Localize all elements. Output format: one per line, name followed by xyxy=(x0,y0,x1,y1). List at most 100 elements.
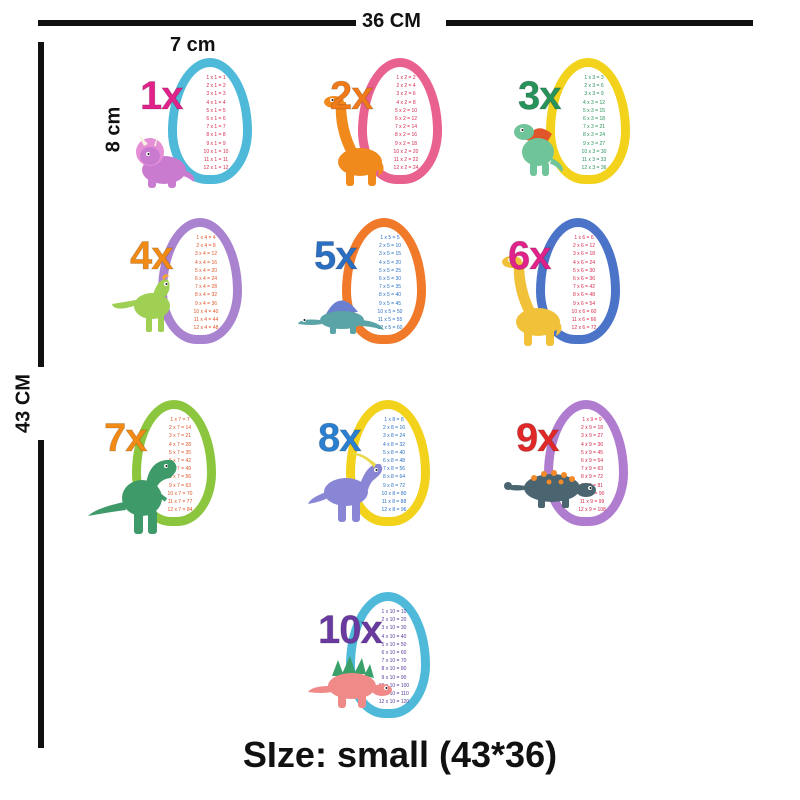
multiplication-line: 6 x 4 = 24 xyxy=(194,276,218,283)
multiplication-line: 9 x 1 = 9 xyxy=(206,140,226,147)
multiplication-line: 2 x 5 = 10 xyxy=(378,243,402,250)
egg-frame xyxy=(544,400,628,526)
multiplication-line: 4 x 5 = 20 xyxy=(378,259,402,266)
multiplication-line: 3 x 8 = 24 xyxy=(382,433,406,440)
multiplication-line: 5 x 10 = 50 xyxy=(381,641,407,648)
multiplication-line: 2 x 9 = 18 xyxy=(580,425,604,432)
multiplication-line: 3 x 1 = 3 xyxy=(206,91,226,98)
multiplication-line: 12 x 8 = 96 xyxy=(381,507,407,514)
multiplication-line: 1 x 1 = 1 xyxy=(206,75,226,81)
times-number: 6x xyxy=(508,234,552,279)
multiplication-line: 7 x 3 = 21 xyxy=(582,124,606,131)
multiplication-line: 8 x 3 = 24 xyxy=(582,132,606,139)
width-dimension-bar-right xyxy=(446,20,753,26)
multiplication-line: 7 x 4 = 28 xyxy=(194,284,218,291)
multiplication-line: 10 x 8 = 80 xyxy=(381,490,407,497)
egg-frame xyxy=(546,58,630,184)
multiplication-line: 9 x 10 = 90 xyxy=(381,674,407,681)
multiplication-line: 12 x 3 = 36 xyxy=(581,165,607,172)
multiplication-line: 8 x 5 = 40 xyxy=(378,292,402,299)
multiplication-line: 9 x 2 = 18 xyxy=(394,140,418,147)
multiplication-line: 4 x 3 = 12 xyxy=(582,99,606,106)
multiplication-line: 7 x 5 = 35 xyxy=(378,284,402,291)
triceratops-icon xyxy=(128,130,198,195)
times-number: 7x xyxy=(104,416,148,461)
multiplication-line: 4 x 6 = 24 xyxy=(572,259,596,266)
multiplication-line: 8 x 7 = 56 xyxy=(168,474,192,481)
multiplication-line: 3 x 6 = 18 xyxy=(572,251,596,258)
multiplication-line: 4 x 8 = 32 xyxy=(382,441,406,448)
multiplication-line: 7 x 10 = 70 xyxy=(381,658,407,665)
times-table-card-7: 1 x 7 = 7 2 x 7 = 14 3 x 7 = 21 4 x 7 = 28 5… xyxy=(88,400,252,550)
multiplication-line: 11 x 1 = 11 xyxy=(203,157,229,164)
multiplication-line: 2 x 8 = 16 xyxy=(382,425,406,432)
times-table-card-9: 1 x 9 = 9 2 x 9 = 18 3 x 9 = 27 4 x 9 = 36 5… xyxy=(504,400,664,550)
multiplication-line: 11 x 2 = 22 xyxy=(393,157,419,164)
multiplication-line: 11 x 7 = 77 xyxy=(167,499,193,506)
multiplication-line: 5 x 1 = 5 xyxy=(206,107,226,114)
multiplication-line: 2 x 2 = 4 xyxy=(396,83,416,90)
multiplication-line: 1 x 8 = 8 xyxy=(384,417,404,423)
width-dimension-bar-left xyxy=(38,20,356,26)
multiplication-line: 10 x 5 = 50 xyxy=(377,308,403,315)
brachiosaurus-icon xyxy=(496,250,566,355)
multiplication-line: 2 x 3 = 6 xyxy=(584,83,604,90)
multiplication-line: 12 x 7 = 84 xyxy=(167,507,193,514)
times-number: 4x xyxy=(130,234,174,279)
multiplication-line: 1 x 2 = 2 xyxy=(396,75,416,81)
dilophosaurus-icon xyxy=(110,268,190,343)
trex-icon xyxy=(86,450,186,545)
multiplication-line: 8 x 4 = 32 xyxy=(194,292,218,299)
multiplication-line: 1 x 7 = 7 xyxy=(170,417,190,423)
multiplication-line: 3 x 9 = 27 xyxy=(580,433,604,440)
multiplication-line: 7 x 2 = 14 xyxy=(394,124,418,131)
multiplication-line: 9 x 4 = 36 xyxy=(194,300,218,307)
card-width-label: 7 cm xyxy=(170,34,216,56)
multiplication-line: 10 x 6 = 60 xyxy=(571,308,597,315)
stegosaurus-icon xyxy=(306,652,396,717)
multiplication-line: 2 x 6 = 12 xyxy=(572,243,596,250)
multiplication-line: 5 x 9 = 45 xyxy=(580,449,604,456)
multiplication-line: 11 x 3 = 33 xyxy=(581,157,607,164)
multiplication-line: 1 x 5 = 5 xyxy=(380,235,400,241)
multiplication-line: 6 x 7 = 42 xyxy=(168,458,192,465)
size-caption: SIze: small (43*36) xyxy=(242,734,558,775)
multiplication-line: 6 x 9 = 54 xyxy=(580,458,604,465)
multiplication-line: 9 x 7 = 63 xyxy=(168,482,192,489)
multiplication-lines: 1 x 8 = 8 2 x 8 = 16 3 x 8 = 24 4 x 8 = 32 5… xyxy=(364,416,424,514)
multiplication-line: 1 x 3 = 3 xyxy=(584,75,604,81)
multiplication-line: 5 x 8 = 40 xyxy=(382,449,406,456)
multiplication-line: 12 x 1 = 12 xyxy=(203,165,229,172)
times-number: 5x xyxy=(314,234,358,279)
multiplication-line: 6 x 1 = 6 xyxy=(206,116,226,123)
multiplication-line: 2 x 7 = 14 xyxy=(168,425,192,432)
multiplication-line: 2 x 4 = 8 xyxy=(196,243,216,250)
multiplication-lines: 1 x 6 = 6 2 x 6 = 12 3 x 6 = 18 4 x 6 = 24 5… xyxy=(554,234,614,332)
multiplication-line: 2 x 10 = 20 xyxy=(381,617,407,624)
multiplication-line: 10 x 2 = 20 xyxy=(393,148,419,155)
multiplication-line: 7 x 1 = 7 xyxy=(206,124,226,131)
times-number: 10x xyxy=(318,608,384,653)
multiplication-line: 7 x 7 = 49 xyxy=(168,466,192,473)
multiplication-line: 1 x 10 = 10 xyxy=(381,609,407,615)
multiplication-line: 6 x 5 = 30 xyxy=(378,276,402,283)
multiplication-lines: 1 x 7 = 7 2 x 7 = 14 3 x 7 = 21 4 x 7 = 28 5… xyxy=(150,416,210,514)
multiplication-line: 6 x 8 = 48 xyxy=(382,458,406,465)
multiplication-line: 3 x 4 = 12 xyxy=(194,251,218,258)
multiplication-line: 12 x 4 = 48 xyxy=(193,325,219,332)
multiplication-line: 12 x 5 = 60 xyxy=(377,325,403,332)
times-number: 3x xyxy=(518,74,562,119)
multiplication-line: 3 x 5 = 15 xyxy=(378,251,402,258)
multiplication-line: 7 x 6 = 42 xyxy=(572,284,596,291)
multiplication-line: 5 x 7 = 35 xyxy=(168,449,192,456)
brachiosaurus-icon xyxy=(318,90,388,195)
multiplication-line: 4 x 1 = 4 xyxy=(206,99,226,106)
multiplication-line: 3 x 3 = 9 xyxy=(584,91,604,98)
multiplication-line: 4 x 10 = 40 xyxy=(381,633,407,640)
multiplication-line: 9 x 3 = 27 xyxy=(582,140,606,147)
multiplication-line: 11 x 4 = 44 xyxy=(193,317,219,324)
